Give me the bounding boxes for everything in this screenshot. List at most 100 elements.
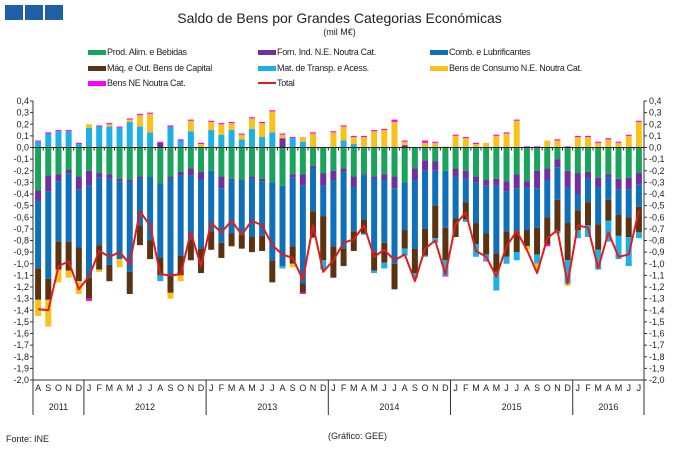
bar-segment bbox=[371, 130, 378, 132]
legend-item: Comb. e Lubrificantes bbox=[430, 47, 531, 57]
bar-segment bbox=[310, 133, 317, 148]
bar-segment bbox=[534, 254, 541, 264]
bar-segment bbox=[228, 180, 235, 234]
bar-segment bbox=[452, 176, 459, 219]
legend-label: Prod. Alim. e Bebidas bbox=[107, 47, 187, 57]
bar-segment bbox=[228, 123, 235, 131]
legend-label: Comb. e Lubrificantes bbox=[449, 47, 531, 57]
bar-segment bbox=[564, 283, 571, 286]
bar-segment bbox=[126, 271, 133, 294]
bar-segment bbox=[503, 181, 510, 192]
bar-segment bbox=[106, 124, 113, 127]
bar-segment bbox=[534, 263, 541, 270]
bar-segment bbox=[167, 178, 174, 276]
legend-swatch bbox=[258, 65, 276, 71]
bar-segment bbox=[635, 121, 642, 148]
bar-segment bbox=[442, 147, 449, 171]
month-label: D bbox=[564, 383, 571, 393]
bar-segment bbox=[320, 260, 327, 270]
month-label: D bbox=[320, 383, 327, 393]
bar-segment bbox=[523, 230, 530, 247]
bar-segment bbox=[432, 147, 439, 162]
bar-segment bbox=[228, 121, 235, 124]
bar-segment bbox=[299, 147, 306, 175]
bar-segment bbox=[106, 174, 113, 179]
bar-segment bbox=[55, 241, 62, 270]
y-tick-label-right: -1,8 bbox=[649, 352, 665, 362]
bar-segment bbox=[55, 131, 62, 148]
bar-segment bbox=[432, 205, 439, 239]
bar-segment bbox=[299, 292, 306, 294]
year-label: 2014 bbox=[379, 402, 399, 412]
bar-segment bbox=[65, 131, 72, 148]
bar-segment bbox=[340, 140, 347, 148]
bar-segment bbox=[126, 119, 133, 122]
y-tick-label-right: -1,1 bbox=[649, 270, 665, 280]
bar-segment bbox=[472, 223, 479, 244]
bar-segment bbox=[187, 147, 194, 169]
month-label: J bbox=[260, 383, 265, 393]
bar-segment bbox=[472, 147, 479, 177]
y-tick-label-left: -0,7 bbox=[13, 224, 29, 234]
legend-swatch bbox=[430, 65, 448, 71]
bar-segment bbox=[279, 266, 286, 269]
bar-segment bbox=[605, 199, 612, 221]
bar-segment bbox=[289, 137, 296, 139]
bar-segment bbox=[574, 194, 581, 211]
bar-segment bbox=[238, 133, 245, 135]
bar-segment bbox=[493, 271, 500, 291]
year-label: 2012 bbox=[135, 402, 155, 412]
bar-segment bbox=[248, 117, 255, 119]
bar-segment bbox=[310, 147, 317, 167]
bar-segment bbox=[259, 178, 266, 182]
bar-segment bbox=[503, 147, 510, 182]
bar-segment bbox=[289, 246, 296, 264]
bar-segment bbox=[462, 219, 469, 222]
y-tick-label-left: 0,3 bbox=[16, 108, 29, 118]
bar-segment bbox=[35, 190, 42, 201]
bar-segment bbox=[534, 227, 541, 255]
bar-segment bbox=[564, 170, 571, 188]
month-label: A bbox=[157, 383, 163, 393]
year-label: 2013 bbox=[257, 402, 277, 412]
month-label: A bbox=[402, 383, 408, 393]
bar-segment bbox=[462, 138, 469, 148]
bar-segment bbox=[310, 211, 317, 238]
bar-segment bbox=[208, 231, 215, 250]
bar-segment bbox=[177, 140, 184, 148]
bar-segment bbox=[360, 147, 367, 175]
bar-segment bbox=[75, 247, 82, 282]
bar-segment bbox=[584, 202, 591, 226]
bar-segment bbox=[422, 170, 429, 229]
bar-segment bbox=[452, 134, 459, 136]
bar-segment bbox=[472, 182, 479, 224]
bar-segment bbox=[218, 242, 225, 258]
legend-item: Forn. Ind. N.E. Noutra Cat. bbox=[258, 47, 376, 57]
bar-segment bbox=[167, 292, 174, 299]
month-label: A bbox=[35, 383, 41, 393]
bar-segment bbox=[574, 210, 581, 231]
bar-segment bbox=[106, 178, 113, 265]
bar-segment bbox=[442, 227, 449, 261]
month-label: F bbox=[219, 383, 225, 393]
month-label: M bbox=[615, 383, 623, 393]
bar-segment bbox=[350, 135, 357, 138]
bar-segment bbox=[554, 139, 561, 141]
bar-segment bbox=[248, 147, 255, 177]
bar-segment bbox=[289, 263, 296, 268]
bar-segment bbox=[635, 206, 642, 233]
bar-segment bbox=[340, 147, 347, 169]
bar-segment bbox=[208, 170, 215, 232]
bar-segment bbox=[625, 135, 632, 148]
bar-segment bbox=[167, 275, 174, 293]
bar-segment bbox=[360, 137, 367, 148]
bar-segment bbox=[411, 168, 418, 181]
bar-segment bbox=[442, 260, 449, 276]
bar-segment bbox=[187, 175, 194, 241]
bar-segment bbox=[371, 252, 378, 271]
bar-segment bbox=[605, 147, 612, 175]
bar-segment bbox=[177, 147, 184, 172]
bar-segment bbox=[513, 231, 520, 253]
bar-segment bbox=[259, 235, 266, 251]
